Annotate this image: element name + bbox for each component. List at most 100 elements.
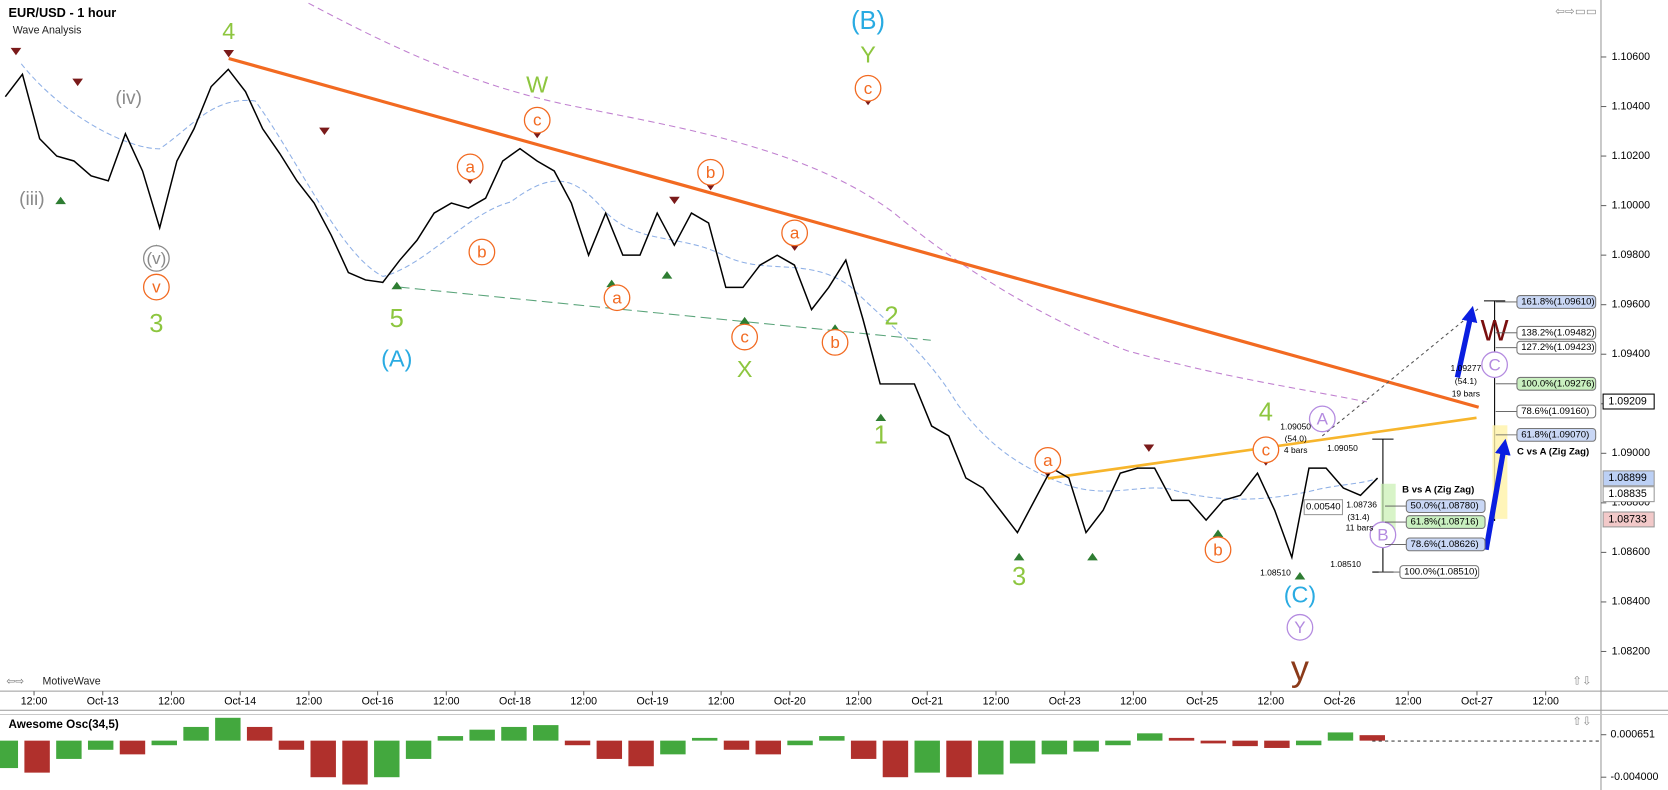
wave-label-circle xyxy=(1481,351,1509,379)
wave-label: B xyxy=(1377,525,1388,544)
wave-label-circle xyxy=(142,244,170,272)
osc-bar xyxy=(469,729,495,741)
annotation: 19 bars xyxy=(1452,389,1480,399)
osc-bar xyxy=(405,740,432,759)
wave-label: b xyxy=(830,333,839,352)
wave-label: 5 xyxy=(390,305,404,333)
moving-average-slow xyxy=(308,2,1368,403)
price-line xyxy=(4,68,1379,561)
wave-label-circle xyxy=(468,238,496,266)
osc-bar xyxy=(1168,737,1195,741)
projection-line xyxy=(1321,307,1479,437)
moving-average-fast xyxy=(20,63,1378,500)
wave-label: (iii) xyxy=(19,189,45,210)
x-tick-label: Oct-25 xyxy=(1186,696,1218,708)
y-tick-label: 1.08200 xyxy=(1612,645,1651,657)
y-tick-label: 1.09600 xyxy=(1612,299,1651,311)
window-controls[interactable]: ⇦⇨▭▭ xyxy=(1555,5,1597,18)
osc-bar xyxy=(691,737,718,741)
fib-label: 138.2%(1.09482) xyxy=(1521,327,1594,338)
x-tick-label: Oct-21 xyxy=(911,696,943,708)
price-marker-label: 1.08899 xyxy=(1608,472,1647,484)
price-marker xyxy=(1602,393,1655,410)
annotation: 11 bars xyxy=(1346,523,1374,533)
osc-y-tick-label: -0.004000 xyxy=(1611,771,1659,783)
osc-bar xyxy=(533,725,559,741)
osc-bar xyxy=(1359,735,1385,741)
fib-label: 61.8%(1.08716) xyxy=(1411,517,1479,528)
annotation: 0.00540 xyxy=(1306,502,1341,513)
x-tick-label: Oct-23 xyxy=(1049,696,1081,708)
wave-label: c xyxy=(533,111,542,130)
wave-label: W xyxy=(1481,315,1509,348)
toolbar-icons[interactable]: ⇦⇨ xyxy=(6,675,24,687)
osc-bar xyxy=(596,740,623,759)
scroll-controls[interactable]: ⇧⇩ xyxy=(1572,675,1592,688)
panel-controls[interactable]: ⇧⇩ xyxy=(1572,715,1592,728)
osc-bar xyxy=(0,740,19,769)
osc-bar xyxy=(183,726,209,741)
wave-label: W xyxy=(526,71,548,97)
osc-bar xyxy=(1327,732,1354,741)
wave-label: a xyxy=(790,223,800,242)
osc-bar xyxy=(819,736,845,741)
x-tick-label: 12:00 xyxy=(845,696,872,708)
fib-box xyxy=(1405,499,1486,514)
wave-label-circle xyxy=(1204,536,1232,564)
fib-box xyxy=(1405,537,1486,552)
x-tick-label: Oct-20 xyxy=(774,696,806,708)
fib-box xyxy=(1516,295,1597,309)
chart-title: EUR/USD - 1 hour xyxy=(9,5,117,20)
fib-label: 61.8%(1.09070) xyxy=(1521,429,1589,440)
wave-label: b xyxy=(706,163,715,182)
annotation: (54.1) xyxy=(1455,376,1477,386)
fib-label: 100.0%(1.08510) xyxy=(1404,567,1477,578)
y-tick-label: 1.08400 xyxy=(1612,596,1651,608)
osc-bar xyxy=(151,740,177,746)
annotation: (54.0) xyxy=(1285,433,1307,443)
wave-label-circle xyxy=(821,328,849,356)
fib-box xyxy=(1516,340,1597,355)
chart-subtitle: Wave Analysis xyxy=(13,25,82,37)
x-tick-label: 12:00 xyxy=(1395,696,1422,708)
osc-bar xyxy=(564,740,591,746)
osc-bar xyxy=(1232,740,1258,747)
osc-bar xyxy=(755,740,781,755)
wave-label: v xyxy=(152,278,161,297)
wave-label: X xyxy=(737,356,753,382)
annotation: 1.09277 xyxy=(1451,363,1482,373)
x-tick-label: Oct-14 xyxy=(224,696,256,708)
wave-label-circle xyxy=(1252,436,1280,464)
osc-bar xyxy=(1137,733,1163,741)
osc-bar xyxy=(978,740,1004,775)
osc-bar xyxy=(787,740,813,746)
wave-label-circle xyxy=(523,106,551,134)
osc-bar xyxy=(882,740,909,778)
y-tick-label: 1.09800 xyxy=(1612,249,1651,261)
wave-label: 1 xyxy=(874,422,888,450)
osc-bar xyxy=(215,717,241,741)
y-tick-label: 1.10200 xyxy=(1612,150,1651,162)
y-tick-label: 1.09400 xyxy=(1612,348,1651,360)
direction-arrow xyxy=(1483,438,1511,551)
x-tick-label: Oct-18 xyxy=(499,696,531,708)
osc-bar xyxy=(723,740,750,750)
osc-bar xyxy=(1041,740,1068,755)
wave-label: Y xyxy=(1294,618,1305,637)
wave-label-circle xyxy=(854,74,882,102)
y-tick-label: 1.10600 xyxy=(1612,51,1651,63)
y-tick-label: 1.08800 xyxy=(1612,497,1651,509)
wave-label: 3 xyxy=(149,310,163,338)
wave-label-circle xyxy=(731,323,759,351)
x-tick-label: 12:00 xyxy=(433,696,460,708)
price-marker-label: 1.08835 xyxy=(1608,488,1647,500)
y-tick-label: 1.09000 xyxy=(1612,447,1651,459)
x-tick-label: 12:00 xyxy=(296,696,323,708)
wave-label: (C) xyxy=(1284,582,1316,608)
annotation: 1.09050 xyxy=(1327,443,1358,453)
wave-label: A xyxy=(1317,409,1329,428)
x-tick-label: 12:00 xyxy=(983,696,1010,708)
oscillator-title: Awesome Osc(34,5) xyxy=(9,718,119,731)
fib-box xyxy=(1516,404,1597,419)
